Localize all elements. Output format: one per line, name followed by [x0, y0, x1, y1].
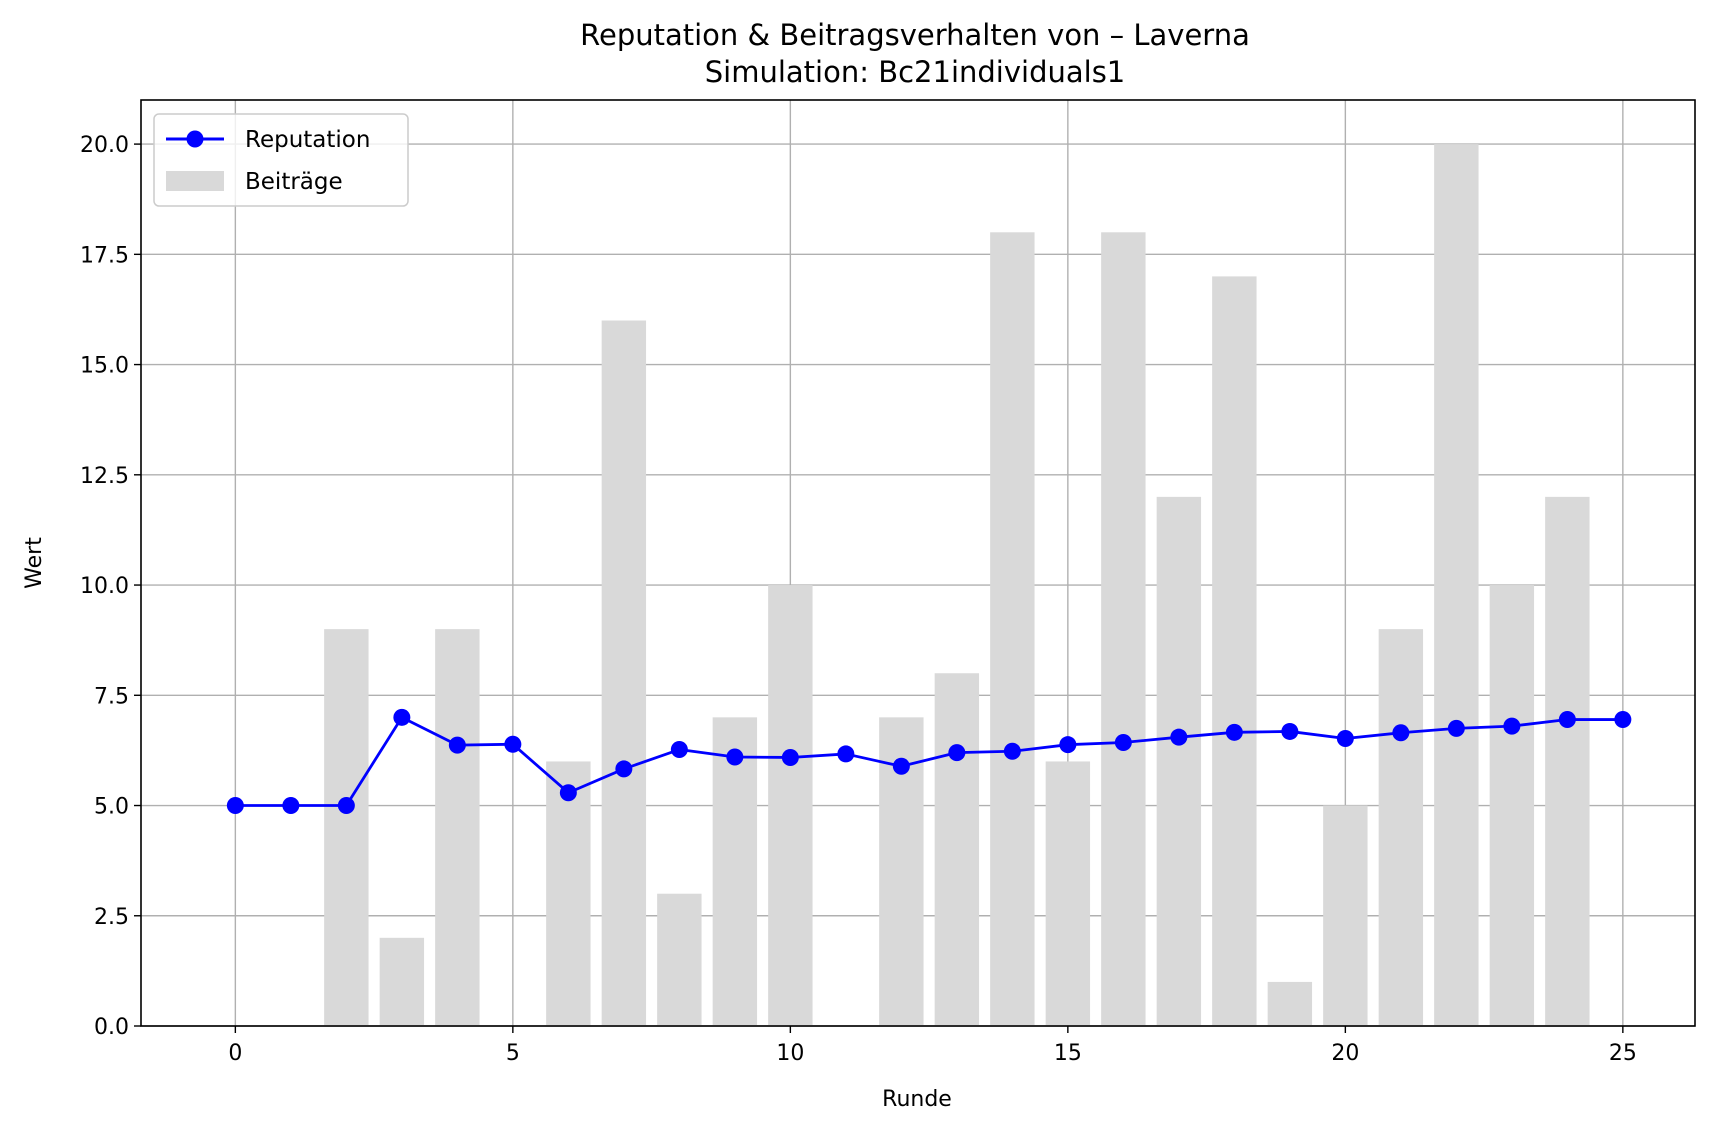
bar-beitraege [1545, 496, 1590, 1026]
bar-beitraege [934, 673, 980, 1026]
y-tick-label: 7.5 [94, 684, 129, 709]
y-tick-label: 20.0 [80, 133, 129, 158]
y-tick-label: 2.5 [94, 905, 129, 930]
reputation-point [726, 748, 744, 766]
bar-beitraege [1434, 144, 1479, 1027]
y-tick-label: 17.5 [80, 243, 129, 268]
reputation-point [1225, 723, 1243, 741]
reputation-point [1447, 719, 1465, 737]
reputation-point [504, 735, 522, 753]
bars-beitraege [324, 144, 1590, 1027]
reputation-point [337, 797, 355, 815]
bar-beitraege [1267, 981, 1313, 1026]
x-tick-label: 15 [1054, 1041, 1082, 1066]
reputation-point [1170, 728, 1188, 746]
y-tick-label: 5.0 [94, 795, 129, 820]
x-tick-label: 10 [776, 1041, 804, 1066]
reputation-point [781, 748, 799, 766]
reputation-point [615, 760, 633, 778]
reputation-point [948, 744, 966, 762]
reputation-point [448, 736, 466, 754]
reputation-point [1558, 711, 1576, 729]
reputation-point [837, 745, 855, 763]
reputation-point [1003, 742, 1021, 760]
legend-reputation-marker [186, 130, 204, 148]
reputation-point [1392, 724, 1410, 742]
bar-beitraege [379, 937, 425, 1026]
y-tick-label: 15.0 [80, 354, 129, 379]
x-axis-label: Runde [882, 1087, 952, 1112]
bar-beitraege [768, 585, 813, 1026]
reputation-line-path [235, 715, 1623, 807]
legend-beitraege-label: Beiträge [245, 169, 343, 195]
bar-beitraege [712, 717, 758, 1026]
reputation-point [393, 708, 411, 726]
reputation-point [1059, 736, 1077, 754]
x-tick-label: 20 [1331, 1041, 1359, 1066]
bar-beitraege [1101, 232, 1146, 1027]
line-reputation [226, 708, 1632, 815]
reputation-point [282, 797, 300, 815]
bar-beitraege [990, 232, 1035, 1027]
bar-beitraege [1156, 496, 1202, 1026]
bar-beitraege [1378, 629, 1424, 1026]
bar-beitraege [601, 320, 647, 1026]
axes [140, 99, 1696, 1027]
bar-beitraege [324, 629, 369, 1026]
bar-beitraege [435, 629, 480, 1026]
x-tick-label: 25 [1609, 1041, 1637, 1066]
y-tick-label: 0.0 [94, 1015, 129, 1040]
reputation-point [1281, 722, 1299, 740]
reputation-point [1336, 729, 1354, 747]
bar-beitraege [1489, 585, 1535, 1026]
legend-beitraege-swatch [166, 171, 224, 191]
bar-beitraege [1045, 761, 1091, 1026]
y-axis-label: Wert [22, 537, 47, 589]
reputation-point [1114, 733, 1132, 751]
axes-frame [140, 99, 1696, 1027]
bar-beitraege [1323, 805, 1368, 1026]
reputation-point [1503, 717, 1521, 735]
y-tick-label: 12.5 [80, 464, 129, 489]
legend-reputation-label: Reputation [245, 127, 370, 153]
chart-title: Reputation & Beitragsverhalten von – Lav… [580, 18, 1250, 52]
y-tick-label: 10.0 [80, 574, 129, 599]
reputation-point [226, 797, 244, 815]
reputation-point [670, 741, 688, 759]
x-tick-label: 0 [228, 1041, 242, 1066]
bar-beitraege [546, 761, 591, 1026]
tick-labels: 0 5 10 15 20 25 0.0 2.5 5.0 7.5 10.0 12.5 15.0 17.5 20… [80, 133, 1637, 1066]
chart-subtitle: Simulation: Bc21individuals1 [705, 55, 1126, 89]
legend: Reputation Beiträge [153, 113, 409, 207]
reputation-point [892, 757, 910, 775]
bar-beitraege [657, 893, 702, 1026]
reputation-point [559, 784, 577, 802]
bar-beitraege [1212, 276, 1257, 1026]
x-tick-label: 5 [506, 1041, 520, 1066]
reputation-point [1614, 711, 1632, 729]
